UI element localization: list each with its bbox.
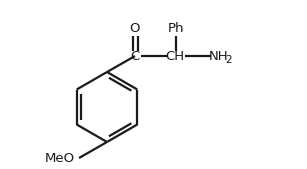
- Text: CH: CH: [165, 50, 185, 63]
- Text: O: O: [130, 21, 140, 34]
- Text: NH: NH: [209, 50, 229, 63]
- Text: 2: 2: [226, 55, 232, 65]
- Text: Ph: Ph: [168, 21, 184, 34]
- Text: C: C: [130, 50, 140, 63]
- Text: MeO: MeO: [45, 152, 75, 165]
